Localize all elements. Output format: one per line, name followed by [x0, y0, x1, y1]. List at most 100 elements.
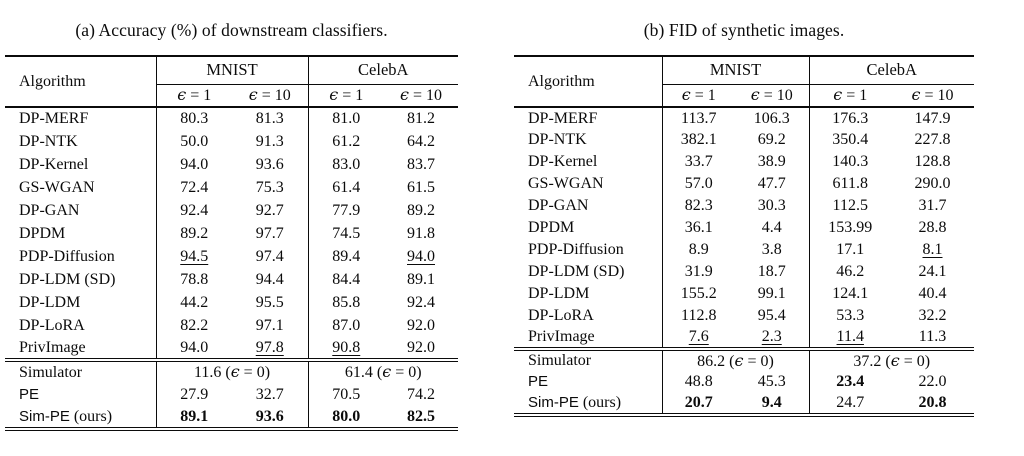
algorithm-name: Simulator: [5, 358, 156, 383]
value-cell: 93.6: [255, 155, 284, 173]
algorithm-name: DP-GAN: [19, 201, 80, 219]
algorithm-name: PrivImage: [528, 328, 595, 345]
table-a-section: (a) Accuracy (%) of downstream classifie…: [5, 6, 458, 431]
value-cell: 9.4: [761, 394, 782, 411]
value-cell: 40.4: [918, 285, 947, 302]
algorithm-name: DP-GAN: [528, 197, 589, 214]
value-cell: 155.2: [661, 283, 735, 305]
value-cell: 4.4: [761, 219, 782, 236]
table-row: DP-GAN 92.4 92.7 77.9 89.2: [5, 199, 458, 222]
col-header-epsilon: ϵ = 1: [307, 84, 384, 108]
value-cell: 93.6: [255, 407, 284, 425]
value-cell: 97.7: [255, 224, 284, 242]
algorithm-name: Simulator: [514, 347, 662, 371]
value-cell: 94.0: [407, 247, 435, 265]
algorithm-name: DP-LoRA: [19, 316, 85, 334]
value-cell: 89.1: [155, 406, 232, 429]
value-cell: 32.2: [918, 307, 947, 324]
algorithm-name: DP-LDM (SD): [528, 263, 625, 280]
algorithm-name: PDP-Diffusion: [528, 241, 624, 258]
value-cell: 30.3: [757, 197, 786, 214]
table-row: Sim-PE (ours) 89.1 93.6 80.0 82.5: [5, 406, 458, 429]
value-cell: 31.7: [918, 197, 947, 214]
table-row: DPDM 89.2 97.7 74.5 91.8: [5, 222, 458, 245]
table-row: Simulator 11.6 (ϵ = 0) 61.4 (ϵ = 0): [5, 358, 458, 383]
table-row: DP-MERF 80.3 81.3 81.0 81.2: [5, 107, 458, 130]
value-cell: 77.9: [307, 199, 384, 222]
value-cell: 80.0: [307, 406, 384, 429]
value-cell: 61.5: [407, 178, 435, 196]
epsilon-symbol: ϵ: [750, 84, 760, 104]
value-cell: 20.8: [918, 394, 947, 411]
epsilon-symbol: ϵ: [177, 84, 187, 104]
value-cell: 89.2: [155, 222, 232, 245]
value-cell: 89.4: [307, 245, 384, 268]
value-cell: 290.0: [914, 175, 951, 192]
algorithm-name: DP-LDM (SD): [19, 270, 116, 288]
value-cell: 8.9: [661, 239, 735, 261]
value-cell: 74.5: [307, 222, 384, 245]
value-cell: 92.4: [407, 293, 435, 311]
value-cell: 45.3: [757, 373, 786, 390]
value-cell: 22.0: [918, 373, 947, 390]
epsilon-symbol: ϵ: [382, 362, 392, 381]
value-cell: 46.2: [808, 261, 891, 283]
col-header-epsilon: ϵ = 10: [891, 84, 974, 108]
epsilon-symbol: ϵ: [734, 350, 744, 370]
value-cell: 124.1: [808, 283, 891, 305]
table-row: PE 27.9 32.7 70.5 74.2: [5, 383, 458, 406]
value-cell: 82.2: [155, 314, 232, 337]
value-cell: 57.0: [661, 173, 735, 195]
value-cell: 8.1: [922, 241, 943, 258]
algorithm-name: DP-Kernel: [528, 153, 598, 170]
table-row: DP-MERF 113.7 106.3 176.3 147.9: [514, 107, 974, 129]
value-cell: 97.8: [255, 338, 284, 356]
algorithm-name-sans: Sim-PE: [19, 407, 70, 425]
table-row: DP-NTK 382.1 69.2 350.4 227.8: [514, 129, 974, 151]
table-row: DP-LoRA 112.8 95.4 53.3 32.2: [514, 305, 974, 327]
table-row: PDP-Diffusion 94.5 97.4 89.4 94.0: [5, 245, 458, 268]
value-cell: 89.1: [407, 270, 435, 288]
value-cell: 2.3: [761, 328, 782, 345]
value-cell: 18.7: [757, 263, 786, 280]
algorithm-name: DP-NTK: [19, 132, 78, 150]
algorithm-name: GS-WGAN: [19, 178, 95, 196]
value-cell: 92.0: [407, 316, 435, 334]
value-cell: 36.1: [661, 217, 735, 239]
table-b-section: (b) FID of synthetic images. Algorithm MN…: [514, 6, 974, 417]
table-row: DP-NTK 50.0 91.3 61.2 64.2: [5, 130, 458, 153]
value-cell: 70.5: [307, 383, 384, 406]
value-cell: 11.3: [918, 328, 947, 345]
algorithm-name-suffix: (ours): [69, 407, 113, 425]
col-header-epsilon: ϵ = 1: [155, 84, 232, 108]
algorithm-name: DPDM: [19, 224, 66, 242]
table-row: GS-WGAN 57.0 47.7 611.8 290.0: [514, 173, 974, 195]
value-cell: 72.4: [155, 176, 232, 199]
value-cell: 64.2: [407, 132, 435, 150]
value-cell: 61.2: [307, 130, 384, 153]
algorithm-name: DP-Kernel: [19, 155, 89, 173]
table-row: PE 48.8 45.3 23.4 22.0: [514, 371, 974, 393]
epsilon-symbol: ϵ: [400, 84, 409, 104]
value-cell: 23.4: [808, 371, 891, 393]
algorithm-name: PDP-Diffusion: [19, 247, 115, 265]
col-header-celeba: CelebA: [307, 56, 458, 85]
table-b-caption: (b) FID of synthetic images.: [643, 20, 845, 40]
header-row-groups: Algorithm MNIST CelebA: [514, 56, 974, 108]
value-cell: 48.8: [661, 371, 735, 393]
value-cell: 95.5: [255, 293, 284, 311]
value-cell: 50.0: [155, 130, 232, 153]
algorithm-name: Sim-PE (ours): [5, 406, 156, 429]
value-cell: 81.2: [407, 110, 435, 127]
value-cell: 92.4: [155, 199, 232, 222]
value-cell: 82.5: [407, 407, 435, 425]
merged-value-cell: 86.2 (ϵ = 0): [661, 347, 809, 371]
value-cell: 81.0: [307, 107, 384, 130]
algorithm-name: DP-MERF: [19, 110, 89, 127]
value-cell: 153.99: [808, 217, 891, 239]
value-cell: 17.1: [808, 239, 891, 261]
value-cell: 84.4: [307, 268, 384, 291]
